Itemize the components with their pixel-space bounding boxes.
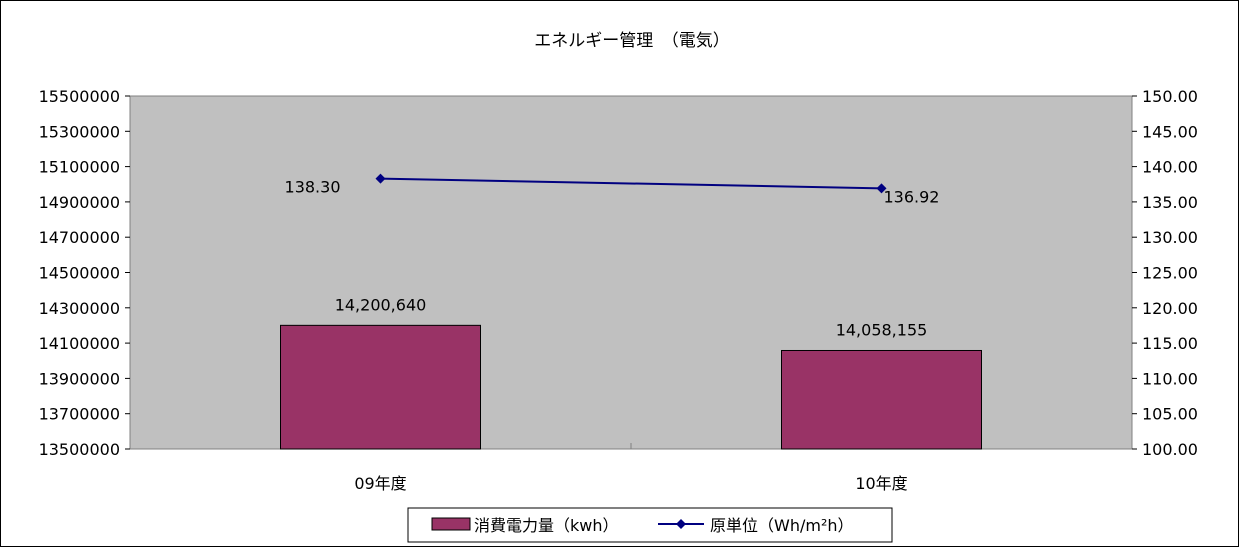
- line-path: [380, 177, 882, 190]
- bar: [280, 324, 481, 450]
- left-tick-label: 14700000: [39, 228, 120, 247]
- line-point: [876, 183, 887, 194]
- right-tick-label: 145.00: [1142, 122, 1198, 141]
- left-tick-label: 15300000: [39, 122, 120, 141]
- left-tick-label: 14500000: [39, 264, 120, 283]
- right-tick-label: 105.00: [1142, 405, 1198, 424]
- legend: 消費電力量（kwh） 原単位（Wh/m²h）: [407, 507, 893, 543]
- legend-marker-icon: [676, 519, 686, 529]
- left-tick-label: 15500000: [39, 87, 120, 106]
- line-point: [375, 173, 386, 184]
- legend-label-bar: 消費電力量（kwh）: [474, 516, 619, 535]
- right-tick-label: 140.00: [1142, 158, 1198, 177]
- legend-swatch-bar: [431, 517, 471, 531]
- left-tick-label: 13700000: [39, 405, 120, 424]
- right-tick-label: 135.00: [1142, 193, 1198, 212]
- line-data-label: 138.30: [285, 178, 341, 197]
- right-tick-label: 130.00: [1142, 228, 1198, 247]
- left-tick-label: 13900000: [39, 369, 120, 388]
- line-data-label: 136.92: [884, 187, 940, 206]
- left-tick-label: 13500000: [39, 440, 120, 459]
- right-tick-label: 100.00: [1142, 440, 1198, 459]
- right-tick-label: 125.00: [1142, 264, 1198, 283]
- left-axis: 15500000 15300000 15100000 14900000 14700000…: [39, 87, 130, 459]
- category-label: 09年度: [354, 474, 406, 493]
- line-series: 138.30 136.92: [285, 173, 940, 206]
- left-tick-label: 14100000: [39, 334, 120, 353]
- left-tick-label: 15100000: [39, 158, 120, 177]
- legend-label-line: 原単位（Wh/m²h）: [710, 516, 854, 535]
- right-tick-label: 120.00: [1142, 299, 1198, 318]
- category-label: 10年度: [855, 474, 907, 493]
- right-tick-label: 115.00: [1142, 334, 1198, 353]
- left-tick-label: 14300000: [39, 299, 120, 318]
- bar-data-label: 14,058,155: [836, 320, 928, 339]
- legend-box: [407, 507, 893, 543]
- right-tick-label: 150.00: [1142, 87, 1198, 106]
- right-tick-label: 110.00: [1142, 369, 1198, 388]
- bar: [781, 349, 982, 450]
- bar-series: 14,200,640 14,058,155: [280, 295, 982, 450]
- bar-data-label: 14,200,640: [335, 295, 427, 314]
- right-axis: 150.00 145.00 140.00 135.00 130.00 125.00 120.…: [1132, 87, 1198, 459]
- left-tick-label: 14900000: [39, 193, 120, 212]
- chart-title: エネルギー管理 （電気）: [534, 31, 730, 51]
- category-axis: 09年度 10年度: [354, 443, 908, 493]
